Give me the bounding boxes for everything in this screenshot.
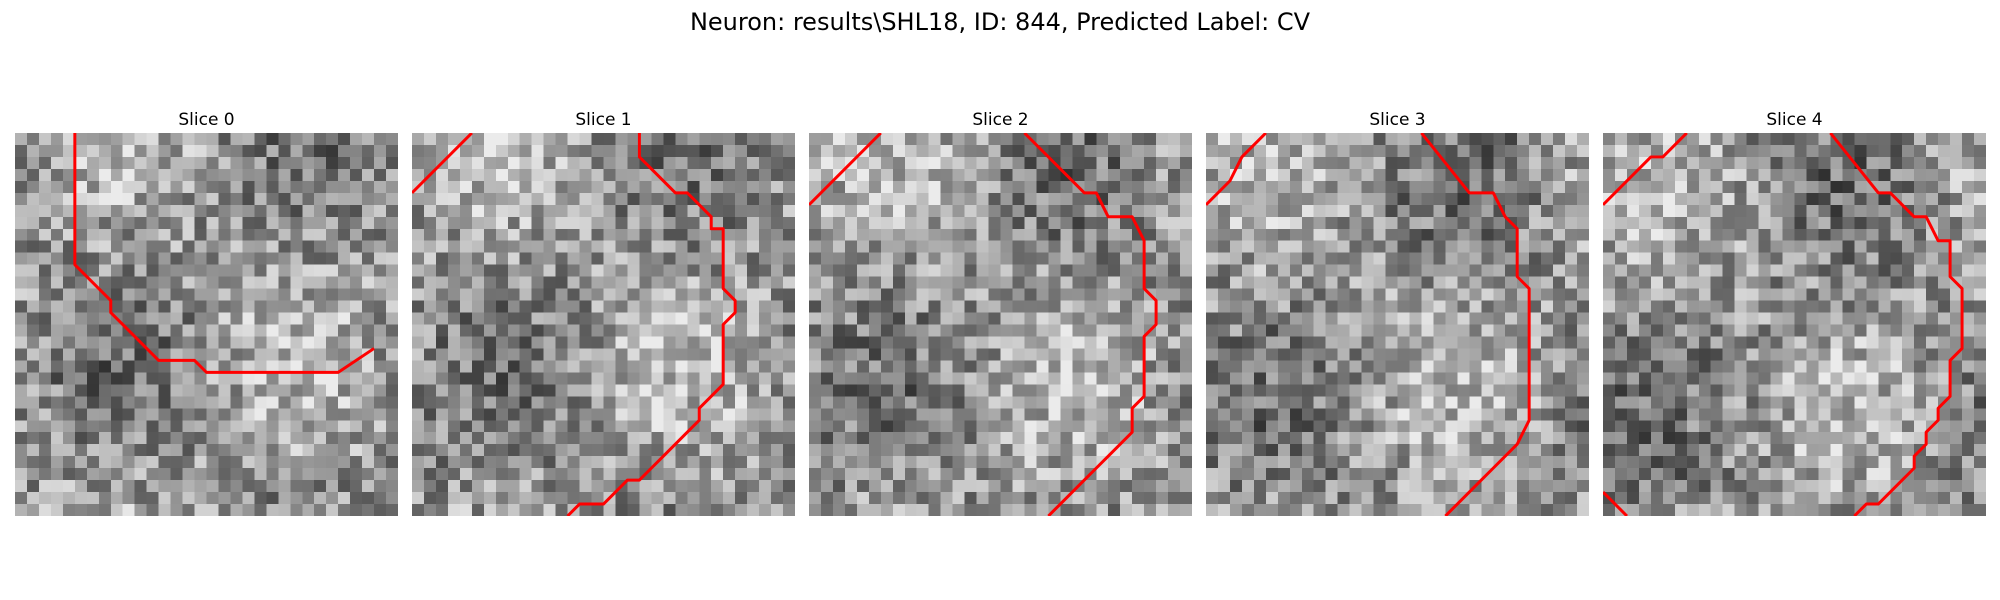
slice-image-3 [1206, 133, 1589, 516]
slice-title: Slice 0 [178, 110, 235, 130]
contour-line [566, 133, 737, 516]
slice-image-1 [412, 133, 795, 516]
slice-panel-1: Slice 1 [412, 108, 795, 516]
contour-line [1829, 133, 1964, 516]
contour-line [1206, 133, 1267, 206]
slice-title: Slice 2 [972, 110, 1029, 130]
slice-panel-2: Slice 2 [809, 108, 1192, 516]
slice-panel-4: Slice 4 [1603, 108, 1986, 516]
contour-line [1420, 133, 1531, 516]
contour-line [1603, 491, 1628, 516]
slice-image-0 [15, 133, 398, 516]
slice-image-2 [809, 133, 1192, 516]
figure-title: Neuron: results\SHL18, ID: 844, Predicte… [689, 8, 1311, 36]
slice-title: Slice 3 [1369, 110, 1426, 130]
contour-line [73, 133, 375, 374]
contour-line [412, 133, 473, 194]
slice-title: Slice 1 [575, 110, 632, 130]
contour-line [809, 133, 882, 206]
slice-panel-3: Slice 3 [1206, 108, 1589, 516]
slice-panel-0: Slice 0 [15, 108, 398, 516]
slice-title: Slice 4 [1766, 110, 1823, 130]
contour-line [1603, 133, 1688, 206]
slice-image-4 [1603, 133, 1986, 516]
contour-line [1023, 133, 1158, 516]
